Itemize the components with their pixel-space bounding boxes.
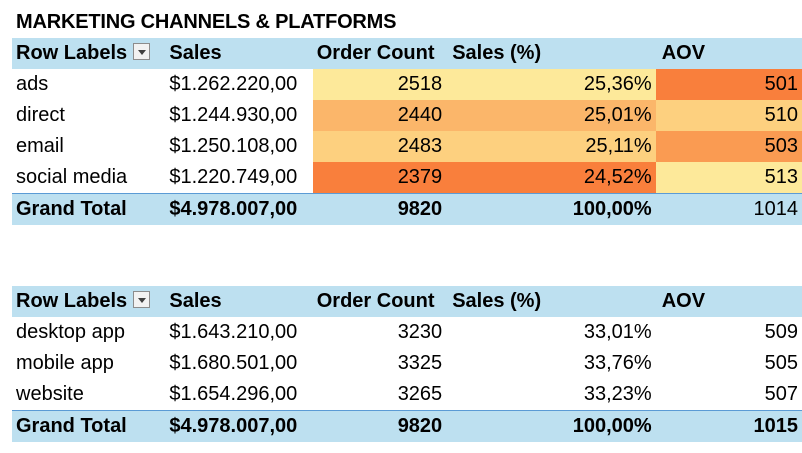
pivot-table-platforms[interactable]: Row Labels Sales Order Count Sales (%) A… xyxy=(12,286,802,442)
pivot-header-row: Row Labels Sales Order Count Sales (%) A… xyxy=(12,38,802,69)
row-label[interactable]: desktop app xyxy=(16,321,125,343)
grand-total-aov[interactable]: 1014 xyxy=(655,193,802,225)
order-count-cell[interactable]: 3230 xyxy=(397,321,443,343)
sales-pct-header[interactable]: Sales (%) xyxy=(448,286,656,317)
sales-cell[interactable]: $1.244.930,00 xyxy=(169,104,298,126)
sales-cell[interactable]: $1.262.220,00 xyxy=(169,73,298,95)
grand-total-pct[interactable]: 100,00% xyxy=(448,193,656,225)
row-label[interactable]: social media xyxy=(16,166,128,188)
sales-cell[interactable]: $1.643.210,00 xyxy=(169,321,298,343)
sales-pct-cell[interactable]: 25,11% xyxy=(448,131,656,162)
row-label[interactable]: mobile app xyxy=(16,352,114,374)
table-row[interactable]: mobile app $1.680.501,00 3325 33,76% 505 xyxy=(12,348,802,379)
grand-total-row[interactable]: Grand Total $4.978.007,00 9820 100,00% 1… xyxy=(12,410,802,442)
aov-header[interactable]: AOV xyxy=(655,38,802,69)
pivot-table-channels[interactable]: Row Labels Sales Order Count Sales (%) A… xyxy=(12,38,802,225)
order-count-cell[interactable]: 2440 xyxy=(312,100,449,131)
aov-header[interactable]: AOV xyxy=(655,286,802,317)
aov-cell[interactable]: 509 xyxy=(764,321,798,343)
filter-dropdown-icon[interactable] xyxy=(133,291,151,309)
grand-total-sales[interactable]: $4.978.007,00 xyxy=(165,193,313,225)
sheet-title: MARKETING CHANNELS & PLATFORMS xyxy=(16,11,397,33)
table-row[interactable]: desktop app $1.643.210,00 3230 33,01% 50… xyxy=(12,317,802,348)
sales-cell[interactable]: $1.250.108,00 xyxy=(169,135,298,157)
aov-cell[interactable]: 507 xyxy=(764,383,798,405)
table-row[interactable]: ads $1.262.220,00 2518 25,36% 501 xyxy=(12,69,802,100)
order-count-cell[interactable]: 2379 xyxy=(312,162,449,194)
sales-cell[interactable]: $1.654.296,00 xyxy=(169,383,298,405)
row-labels-header-text: Row Labels xyxy=(16,290,128,312)
grand-total-label[interactable]: Grand Total xyxy=(12,410,166,442)
sales-pct-cell[interactable]: 33,01% xyxy=(583,321,652,343)
grand-total-sales[interactable]: $4.978.007,00 xyxy=(165,410,313,442)
row-label[interactable]: direct xyxy=(16,104,65,126)
grand-total-orders[interactable]: 9820 xyxy=(312,193,449,225)
grand-total-pct[interactable]: 100,00% xyxy=(448,410,656,442)
aov-cell[interactable]: 503 xyxy=(655,131,802,162)
order-count-cell[interactable]: 3325 xyxy=(397,352,443,374)
order-count-header[interactable]: Order Count xyxy=(312,286,449,317)
sales-cell[interactable]: $1.680.501,00 xyxy=(169,352,298,374)
aov-cell[interactable]: 510 xyxy=(655,100,802,131)
row-label[interactable]: email xyxy=(16,135,64,157)
aov-cell[interactable]: 513 xyxy=(655,162,802,194)
sales-pct-cell[interactable]: 25,01% xyxy=(448,100,656,131)
order-count-cell[interactable]: 3265 xyxy=(397,383,443,405)
grand-total-aov[interactable]: 1015 xyxy=(655,410,802,442)
row-labels-header-text: Row Labels xyxy=(16,42,128,64)
pivot-header-row: Row Labels Sales Order Count Sales (%) A… xyxy=(12,286,802,317)
row-labels-header[interactable]: Row Labels xyxy=(12,286,166,317)
table-row[interactable]: social media $1.220.749,00 2379 24,52% 5… xyxy=(12,162,802,194)
aov-cell[interactable]: 501 xyxy=(655,69,802,100)
sales-pct-cell[interactable]: 25,36% xyxy=(448,69,656,100)
sales-pct-cell[interactable]: 24,52% xyxy=(448,162,656,194)
order-count-header[interactable]: Order Count xyxy=(312,38,449,69)
sales-header[interactable]: Sales xyxy=(165,38,313,69)
aov-cell[interactable]: 505 xyxy=(764,352,798,374)
row-label[interactable]: ads xyxy=(16,73,49,95)
sales-cell[interactable]: $1.220.749,00 xyxy=(169,166,298,188)
sales-header[interactable]: Sales xyxy=(165,286,313,317)
table-row[interactable]: email $1.250.108,00 2483 25,11% 503 xyxy=(12,131,802,162)
grand-total-row[interactable]: Grand Total $4.978.007,00 9820 100,00% 1… xyxy=(12,193,802,225)
sales-pct-cell[interactable]: 33,23% xyxy=(583,383,652,405)
table-row[interactable]: direct $1.244.930,00 2440 25,01% 510 xyxy=(12,100,802,131)
grand-total-label[interactable]: Grand Total xyxy=(12,193,166,225)
row-label[interactable]: website xyxy=(16,383,84,405)
sales-pct-header[interactable]: Sales (%) xyxy=(448,38,656,69)
row-labels-header[interactable]: Row Labels xyxy=(12,38,166,69)
grand-total-orders[interactable]: 9820 xyxy=(312,410,449,442)
sales-pct-cell[interactable]: 33,76% xyxy=(583,352,652,374)
table-row[interactable]: website $1.654.296,00 3265 33,23% 507 xyxy=(12,379,802,411)
filter-dropdown-icon[interactable] xyxy=(133,43,151,61)
order-count-cell[interactable]: 2518 xyxy=(312,69,449,100)
order-count-cell[interactable]: 2483 xyxy=(312,131,449,162)
